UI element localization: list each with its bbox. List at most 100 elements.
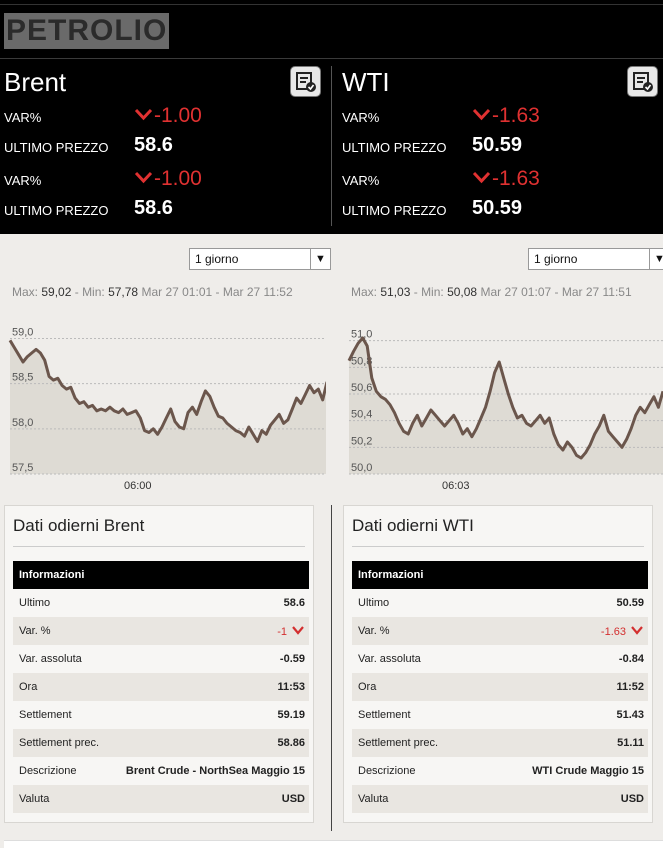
row-label: Ultimo [358,597,390,609]
max-value: 59,02 [41,285,72,299]
footer-bar [4,840,663,848]
row-label: Settlement prec. [19,737,100,749]
daily-data-card: Dati odierni WTI Informazioni Ultimo 50.59 V… [343,505,653,823]
row-value-text: USD [281,793,305,805]
table-row: Var. assoluta -0.84 [352,645,648,673]
row-label: Ora [19,681,38,693]
row-value-text: 58.86 [277,737,305,749]
price-area [349,338,663,474]
page-title: PETROLIO [4,13,170,49]
min-label: Min: [82,285,105,299]
row-value-text: 51.11 [617,737,644,749]
chart-stats: Max: 59,02 - Min: 57,78 Mar 27 01:01 - M… [12,285,293,299]
table-row: Descrizione WTI Crude Maggio 15 [352,757,648,785]
y-tick-label: 58,5 [12,372,33,384]
divider [13,546,305,547]
row-value-text: WTI Crude Maggio 15 [532,765,644,777]
row-value-text: 11:52 [616,681,644,693]
chevron-down-icon [472,171,491,184]
row-label: Settlement prec. [358,737,439,749]
chevron-down-icon [292,626,304,635]
price-chart-panel: 1 giorno ▼ Max: 51,03 - Min: 50,08 Mar 27 … [339,234,663,496]
row-label: Var. % [358,625,390,637]
row-label: Valuta [358,793,389,805]
row-value-text: 58.6 [283,597,305,609]
table-row: Settlement prec. 58.86 [13,729,309,757]
table-row: Var. % -1 [13,617,309,645]
watchlist-icon[interactable] [290,66,321,97]
max-value: 51,03 [380,285,411,299]
watchlist-icon-glyph [633,72,653,92]
row-label: Var. assoluta [358,653,421,665]
period-select[interactable]: 1 giorno ▼ [189,248,331,270]
quote-name: Brent [4,67,67,97]
last-price-value: 58.6 [134,134,173,156]
table-row: Ultimo 50.59 [352,589,648,617]
quote-name: WTI [342,67,390,97]
variation-value: -1.63 [472,104,540,128]
quote-row: VAR% -1.63 [342,167,662,193]
period-select[interactable]: 1 giorno ▼ [528,248,663,270]
row-value-text: -1.63 [600,626,626,638]
price-line [8,339,326,443]
time-range: Mar 27 01:01 - Mar 27 11:52 [141,285,293,299]
row-value-text: 11:53 [277,681,305,693]
y-tick-label: 57,5 [12,462,33,474]
daily-data-card: Dati odierni Brent Informazioni Ultimo 58.6… [4,505,314,823]
min-label: Min: [421,285,444,299]
y-tick-label: 50,4 [351,409,372,421]
row-value: 59.19 [277,709,305,721]
quote-row: ULTIMO PREZZO 58.6 [4,134,324,160]
table-row: Ora 11:53 [13,673,309,701]
variation-text: -1.63 [492,167,540,190]
x-tick-label: 06:00 [124,480,152,492]
row-label: Settlement [358,709,411,721]
divider [352,546,644,547]
row-value: -1 [277,625,305,638]
divider [331,66,332,226]
row-value: 11:52 [616,681,644,693]
table-row: Valuta USD [352,785,648,813]
table-row: Settlement 59.19 [13,701,309,729]
last-price-value: 50.59 [472,134,523,156]
row-label: Ultimo [19,597,51,609]
row-value: 51.11 [617,737,644,749]
variation-value: -1.00 [134,104,202,128]
y-tick-label: 59,0 [12,327,33,339]
quote-label: ULTIMO PREZZO [342,203,447,218]
row-value: USD [282,793,305,805]
row-value-text: USD [620,793,644,805]
price-area [10,340,326,474]
row-value: -0.84 [619,653,644,665]
quote-label: ULTIMO PREZZO [4,203,109,218]
watchlist-icon[interactable] [627,66,658,97]
row-value: -1.63 [601,625,644,638]
last-price-value: 50.59 [472,197,523,219]
table-row: Ultimo 58.6 [13,589,309,617]
row-value: 58.6 [284,597,305,609]
quote-row: ULTIMO PREZZO 58.6 [4,197,324,223]
divider [0,4,663,5]
chevron-down-icon [631,626,643,635]
row-value-text: 59.19 [277,709,305,721]
row-label: Ora [358,681,377,693]
card-title: Dati odierni WTI [352,516,474,535]
chevron-down-icon[interactable]: ▼ [310,249,330,269]
x-tick-label: 06:03 [442,480,470,492]
variation-value: -1.63 [472,167,540,191]
table-row: Descrizione Brent Crude - NorthSea Maggio… [13,757,309,785]
chevron-down-icon [134,108,153,121]
table-row: Var. % -1.63 [352,617,648,645]
row-value-text: -0.84 [618,653,644,665]
variation-text: -1.00 [154,104,202,127]
row-label: Var. assoluta [19,653,82,665]
header-panel: PETROLIO Brent VAR% -1.00 ULTIMO PREZZO 58.6… [0,0,663,234]
row-value: Brent Crude - NorthSea Maggio 15 [126,765,305,777]
row-value: USD [621,793,644,805]
chevron-down-icon[interactable]: ▼ [649,249,663,269]
divider [331,505,332,831]
row-value-text: -1 [277,626,287,638]
row-label: Settlement [19,709,72,721]
variation-text: -1.00 [154,167,202,190]
quote-label: VAR% [342,173,380,188]
